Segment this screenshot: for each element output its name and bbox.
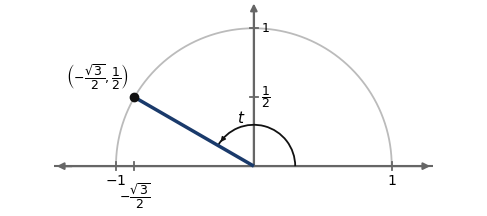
Text: $1$: $1$ [387, 175, 396, 188]
Text: $-1$: $-1$ [105, 175, 127, 188]
Text: $-\dfrac{\sqrt{3}}{2}$: $-\dfrac{\sqrt{3}}{2}$ [119, 181, 150, 211]
Text: $\dfrac{1}{2}$: $\dfrac{1}{2}$ [261, 84, 271, 110]
Text: $\left(-\dfrac{\sqrt{3}}{2},\dfrac{1}{2}\right)$: $\left(-\dfrac{\sqrt{3}}{2},\dfrac{1}{2}… [66, 62, 129, 92]
Text: $t$: $t$ [237, 110, 245, 126]
Text: $1$: $1$ [261, 22, 269, 35]
